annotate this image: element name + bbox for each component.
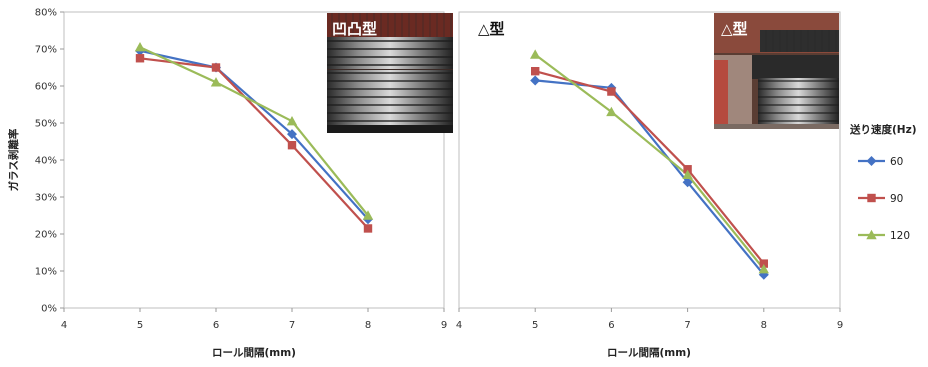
series-lines xyxy=(534,53,765,276)
y-tick-label: 0% xyxy=(41,304,57,315)
x-tick-label: 6 xyxy=(213,320,219,331)
legend-title: 送り速度(Hz) xyxy=(849,123,917,136)
data-point-120 xyxy=(758,263,769,274)
series-markers xyxy=(134,41,374,233)
data-point-120 xyxy=(682,169,693,179)
x-tick-label: 5 xyxy=(532,320,538,331)
x-tick-label: 4 xyxy=(456,320,462,331)
y-tick-label: 10% xyxy=(35,267,57,278)
x-axis: 4 5 6 7 8 9 xyxy=(61,308,447,331)
series-lines xyxy=(139,46,369,230)
photo-label-triangle: △型 xyxy=(721,20,748,38)
series-line-90 xyxy=(139,57,369,230)
data-point-60 xyxy=(682,177,693,188)
data-point-90 xyxy=(287,141,297,150)
y-tick-label: 50% xyxy=(35,119,57,130)
legend-item-120: 120 xyxy=(858,229,910,242)
data-point-90 xyxy=(135,54,145,63)
data-point-90 xyxy=(211,63,221,72)
legend-marker xyxy=(866,229,877,240)
x-tick-label: 4 xyxy=(61,320,67,331)
legend-label: 120 xyxy=(890,230,910,242)
data-point-60 xyxy=(530,75,541,86)
data-point-90 xyxy=(683,165,692,174)
data-point-120 xyxy=(286,115,298,126)
x-axis-title: ロール間隔(mm) xyxy=(212,347,296,359)
corrugated-roll-photo: 凹凸型 xyxy=(327,13,453,133)
y-tick-label: 30% xyxy=(35,193,57,204)
legend-marker xyxy=(867,193,876,203)
data-point-90 xyxy=(363,224,373,233)
data-point-90 xyxy=(759,259,768,268)
x-axis: 4 5 6 7 8 9 xyxy=(456,308,843,331)
x-tick-label: 8 xyxy=(365,320,371,331)
x-tick-label: 6 xyxy=(608,320,614,331)
photo-label-corrugated: 凹凸型 xyxy=(332,20,377,38)
legend-item-60: 60 xyxy=(858,156,903,168)
data-point-120 xyxy=(134,41,146,52)
series-line-120 xyxy=(139,46,369,217)
data-point-90 xyxy=(607,87,616,96)
y-tick-label: 40% xyxy=(35,156,57,167)
legend-label: 90 xyxy=(890,193,903,205)
data-point-120 xyxy=(606,106,617,117)
chart-panel-triangle: 4 5 6 7 8 9 ロール間隔(mm) △型 △型 xyxy=(456,11,843,359)
y-axis: 0% 10% 20% 30% 40% 50% 60% 70% 80% xyxy=(35,8,64,315)
y-axis-title: ガラス剥離率 xyxy=(7,128,20,191)
data-point-120 xyxy=(210,77,222,87)
x-tick-label: 9 xyxy=(441,320,447,331)
y-tick-label: 80% xyxy=(35,8,57,19)
series-line-90 xyxy=(534,70,765,265)
data-point-120 xyxy=(362,210,374,220)
data-point-120 xyxy=(530,49,541,59)
x-axis-title: ロール間隔(mm) xyxy=(607,347,691,359)
x-tick-label: 9 xyxy=(837,320,843,331)
x-tick-label: 7 xyxy=(289,320,295,331)
series-markers xyxy=(530,49,769,280)
data-point-60 xyxy=(287,129,297,140)
legend: 送り速度(Hz) 60 90 120 xyxy=(849,123,917,242)
data-point-90 xyxy=(531,67,540,76)
legend-label: 60 xyxy=(890,156,903,168)
y-tick-label: 20% xyxy=(35,230,57,241)
legend-item-90: 90 xyxy=(858,193,903,205)
chart-panel-corrugated: 0% 10% 20% 30% 40% 50% 60% 70% 80% 4 5 6 7 8 9 ガラス剥離率… xyxy=(7,8,453,359)
panel-label-triangle: △型 xyxy=(478,20,505,38)
legend-marker xyxy=(866,156,877,166)
x-tick-label: 8 xyxy=(761,320,767,331)
y-tick-label: 60% xyxy=(35,82,57,93)
y-tick-label: 70% xyxy=(35,45,57,56)
series-line-120 xyxy=(534,53,765,270)
x-tick-label: 7 xyxy=(684,320,690,331)
triangle-roll-photo: △型 xyxy=(714,13,839,129)
x-tick-label: 5 xyxy=(137,320,143,331)
